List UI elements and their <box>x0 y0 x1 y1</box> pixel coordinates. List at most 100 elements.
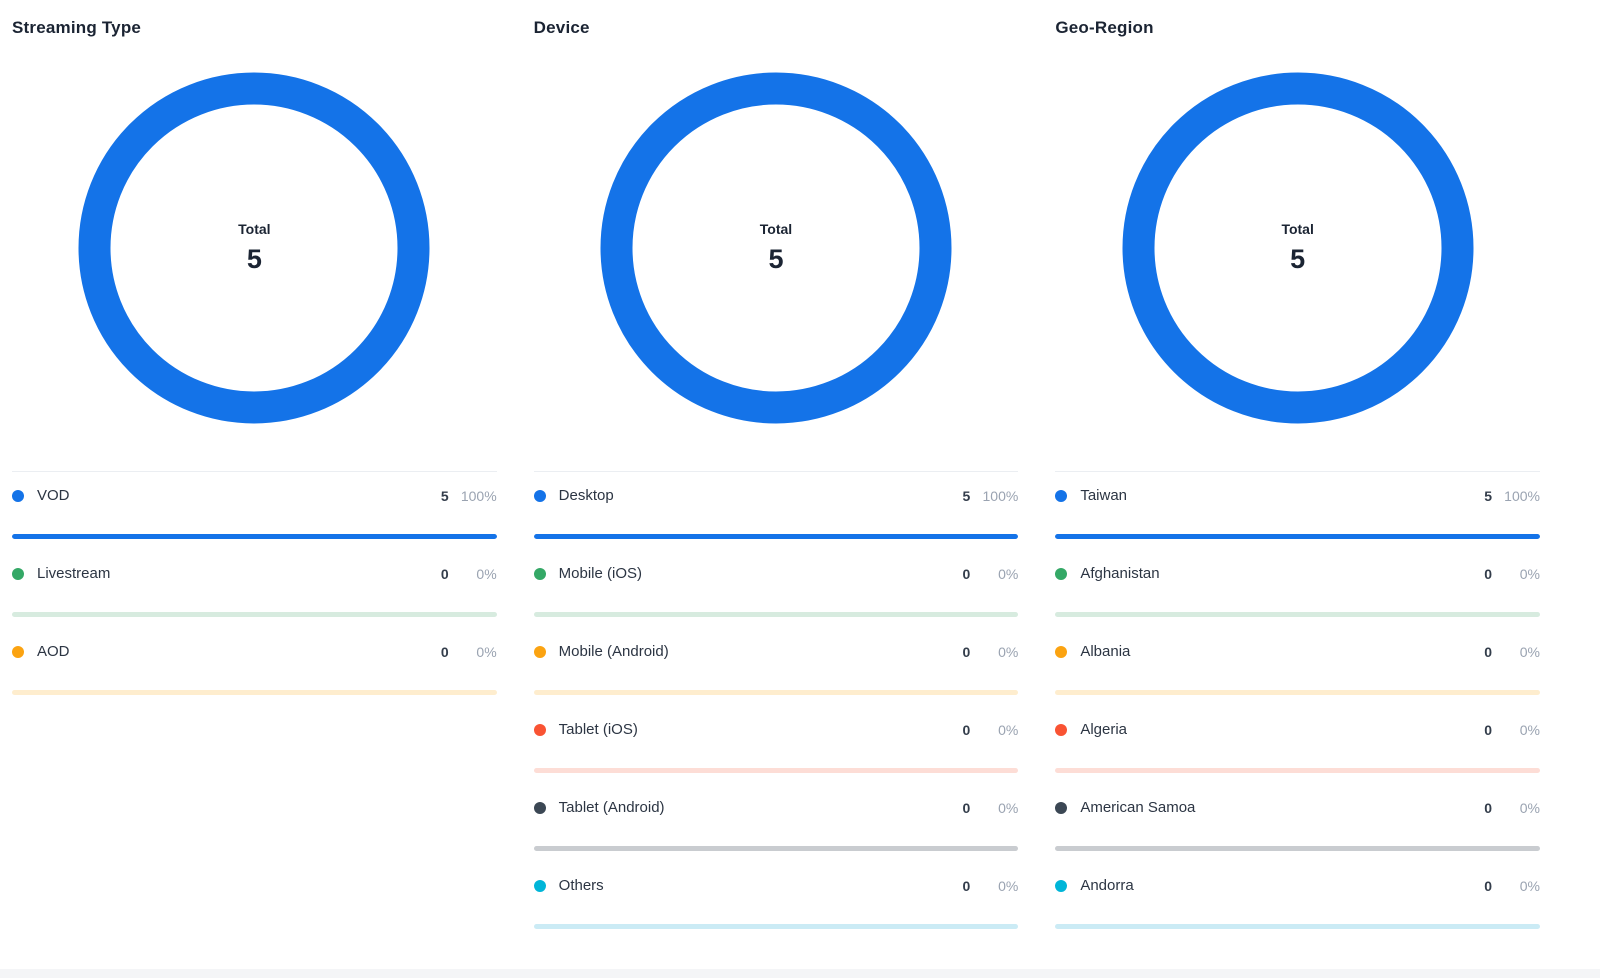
legend-row: Others 0 0% <box>533 877 1019 894</box>
legend-value: 0 <box>1484 721 1492 738</box>
legend-label: VOD <box>37 487 70 504</box>
legend-progress-track <box>12 612 497 617</box>
legend-list: Desktop 5 100% Mobile (iOS) 0 0% Mobile … <box>533 471 1019 940</box>
legend-progress-track <box>533 534 1019 539</box>
legend-progress-fill <box>1055 534 1540 539</box>
legend-label: Tablet (Android) <box>558 799 665 816</box>
legend-percent: 0% <box>1519 799 1540 816</box>
legend-value: 0 <box>962 877 971 894</box>
legend-progress-track <box>12 534 497 539</box>
legend-row: Desktop 5 100% <box>533 487 1018 504</box>
bottom-panel-edge <box>0 969 1600 978</box>
legend-value: 0 <box>440 643 449 660</box>
donut-ring <box>78 72 430 424</box>
chart-title: Streaming Type <box>12 18 142 37</box>
legend-list: VOD 5 100% Livestream 0 0% AOD 0 0% <box>12 471 497 706</box>
legend-progress-track <box>533 690 1019 695</box>
legend-value: 0 <box>1484 643 1492 660</box>
donut-segment-desktop[interactable] <box>600 72 952 424</box>
legend-percent: 0% <box>998 799 1019 816</box>
legend-item-taiwan[interactable]: Taiwan 5 100% <box>1055 472 1540 550</box>
legend-item-algeria[interactable]: Algeria 0 0% <box>1055 706 1540 784</box>
legend-percent: 0% <box>1519 565 1540 582</box>
legend-item-desktop[interactable]: Desktop 5 100% <box>533 472 1019 550</box>
legend-label: Mobile (Android) <box>558 643 669 660</box>
legend-item-albania[interactable]: Albania 0 0% <box>1055 628 1540 706</box>
donut-chart: Total 5 <box>78 72 430 424</box>
legend-value: 5 <box>440 487 449 504</box>
legend-percent: 0% <box>1519 877 1540 894</box>
legend-item-tablet-ios[interactable]: Tablet (iOS) 0 0% <box>533 706 1019 784</box>
legend-progress-track <box>12 690 497 695</box>
legend-percent: 0% <box>476 643 497 660</box>
legend-value: 0 <box>962 565 971 582</box>
legend-dot-icon <box>1055 645 1068 658</box>
legend-row: Taiwan 5 100% <box>1055 487 1540 504</box>
legend-label: Tablet (iOS) <box>558 721 638 738</box>
legend-value: 0 <box>962 643 971 660</box>
legend-percent: 0% <box>998 721 1019 738</box>
legend-percent: 0% <box>1519 643 1540 660</box>
legend-percent: 0% <box>998 565 1019 582</box>
legend-value: 0 <box>962 799 971 816</box>
legend-item-tablet-android[interactable]: Tablet (Android) 0 0% <box>533 784 1019 862</box>
donut-segment-vod[interactable] <box>78 72 430 424</box>
chart-title: Device <box>533 18 590 37</box>
legend-progress-fill <box>12 534 497 539</box>
legend-progress-track <box>1055 768 1540 773</box>
legend-item-afghanistan[interactable]: Afghanistan 0 0% <box>1055 550 1540 628</box>
legend-value: 0 <box>440 565 449 582</box>
legend-label: Afghanistan <box>1080 565 1160 582</box>
legend-row: Andorra 0 0% <box>1055 877 1540 894</box>
legend-row: Mobile (iOS) 0 0% <box>533 565 1019 582</box>
legend-item-mobile-android[interactable]: Mobile (Android) 0 0% <box>533 628 1019 706</box>
legend-label: Others <box>558 877 604 894</box>
legend-percent: 100% <box>1504 487 1540 504</box>
legend-label: American Samoa <box>1080 799 1196 816</box>
legend-progress-track <box>533 768 1019 773</box>
legend-percent: 0% <box>476 565 497 582</box>
legend-percent: 0% <box>998 643 1019 660</box>
legend-label: Andorra <box>1080 877 1134 894</box>
legend-label: Taiwan <box>1080 487 1128 504</box>
legend-dot-icon <box>533 723 546 736</box>
legend-dot-icon <box>1055 879 1068 892</box>
legend-dot-icon <box>1055 723 1068 736</box>
legend-value: 5 <box>962 487 971 504</box>
legend-row: Tablet (Android) 0 0% <box>533 799 1019 816</box>
legend-value: 0 <box>962 721 971 738</box>
legend-item-andorra[interactable]: Andorra 0 0% <box>1055 862 1540 940</box>
legend-value: 5 <box>1484 487 1492 504</box>
legend-label: AOD <box>37 643 70 660</box>
legend-percent: 100% <box>460 487 497 504</box>
legend-item-others[interactable]: Others 0 0% <box>533 862 1019 940</box>
legend-percent: 0% <box>998 877 1019 894</box>
legend-progress-track <box>533 846 1019 851</box>
legend-item-livestream[interactable]: Livestream 0 0% <box>12 550 497 628</box>
legend-label: Mobile (iOS) <box>558 565 643 582</box>
legend-item-american-samoa[interactable]: American Samoa 0 0% <box>1055 784 1540 862</box>
chart-card-geo-region: Geo-Region Total 5 Taiwan 5 100% Afghani… <box>1055 18 1540 956</box>
legend-progress-track <box>1055 924 1540 929</box>
legend-row: American Samoa 0 0% <box>1055 799 1540 816</box>
legend-row: VOD 5 100% <box>12 487 497 504</box>
legend-value: 0 <box>1484 877 1492 894</box>
legend-item-vod[interactable]: VOD 5 100% <box>12 472 497 550</box>
legend-label: Albania <box>1080 643 1131 660</box>
legend-dot-icon <box>1055 489 1068 502</box>
legend-row: Albania 0 0% <box>1055 643 1540 660</box>
legend-progress-track <box>1055 534 1540 539</box>
legend-dot-icon <box>533 567 546 580</box>
legend-label: Algeria <box>1080 721 1128 738</box>
legend-dot-icon <box>533 645 546 658</box>
donut-chart: Total 5 <box>600 72 952 424</box>
legend-item-aod[interactable]: AOD 0 0% <box>12 628 497 706</box>
legend-dot-icon <box>533 879 546 892</box>
legend-value: 0 <box>1484 799 1492 816</box>
donut-segment-taiwan[interactable] <box>1122 72 1474 424</box>
legend-dot-icon <box>533 489 546 502</box>
legend-row: AOD 0 0% <box>12 643 497 660</box>
legend-item-mobile-ios[interactable]: Mobile (iOS) 0 0% <box>533 550 1019 628</box>
legend-row: Afghanistan 0 0% <box>1055 565 1540 582</box>
legend-dot-icon <box>1055 567 1068 580</box>
